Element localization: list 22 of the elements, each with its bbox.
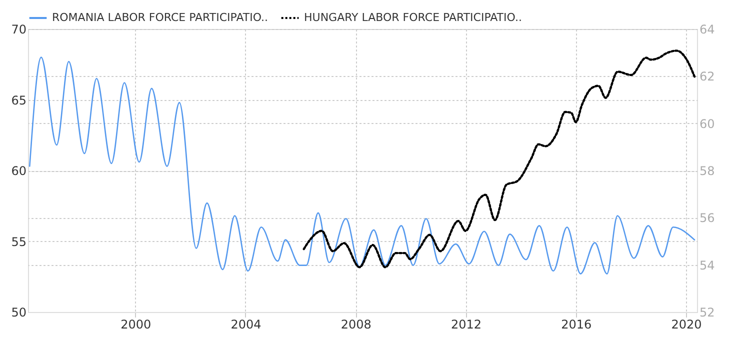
line-series bbox=[302, 50, 696, 268]
x-tick-label: 2004 bbox=[230, 318, 262, 332]
y2-tick-label: 62 bbox=[700, 70, 715, 84]
x-tick-label: 2020 bbox=[671, 318, 702, 332]
y-tick-label: 50 bbox=[11, 306, 26, 320]
legend-label: HUNGARY LABOR FORCE PARTICIPATIO.. bbox=[304, 11, 522, 24]
y2-tick-label: 64 bbox=[700, 22, 715, 36]
x-tick-label: 2016 bbox=[561, 318, 592, 332]
y2-tick-label: 54 bbox=[700, 258, 715, 272]
y-tick-label: 60 bbox=[11, 164, 26, 178]
x-tick-label: 2008 bbox=[340, 318, 372, 332]
legend-label: ROMANIA LABOR FORCE PARTICIPATIO.. bbox=[52, 11, 268, 24]
y2-tick-label: 52 bbox=[700, 306, 715, 320]
line-series bbox=[29, 56, 696, 274]
y-tick-label: 70 bbox=[11, 22, 26, 36]
y2-tick-label: 56 bbox=[700, 211, 715, 226]
x-tick-label: 2012 bbox=[450, 318, 482, 332]
x-tick-label: 2000 bbox=[120, 318, 152, 332]
y-tick-label: 65 bbox=[11, 93, 26, 108]
y2-tick-label: 58 bbox=[700, 164, 715, 178]
y-tick-label: 55 bbox=[11, 234, 26, 249]
y2-tick-label: 60 bbox=[700, 116, 715, 131]
